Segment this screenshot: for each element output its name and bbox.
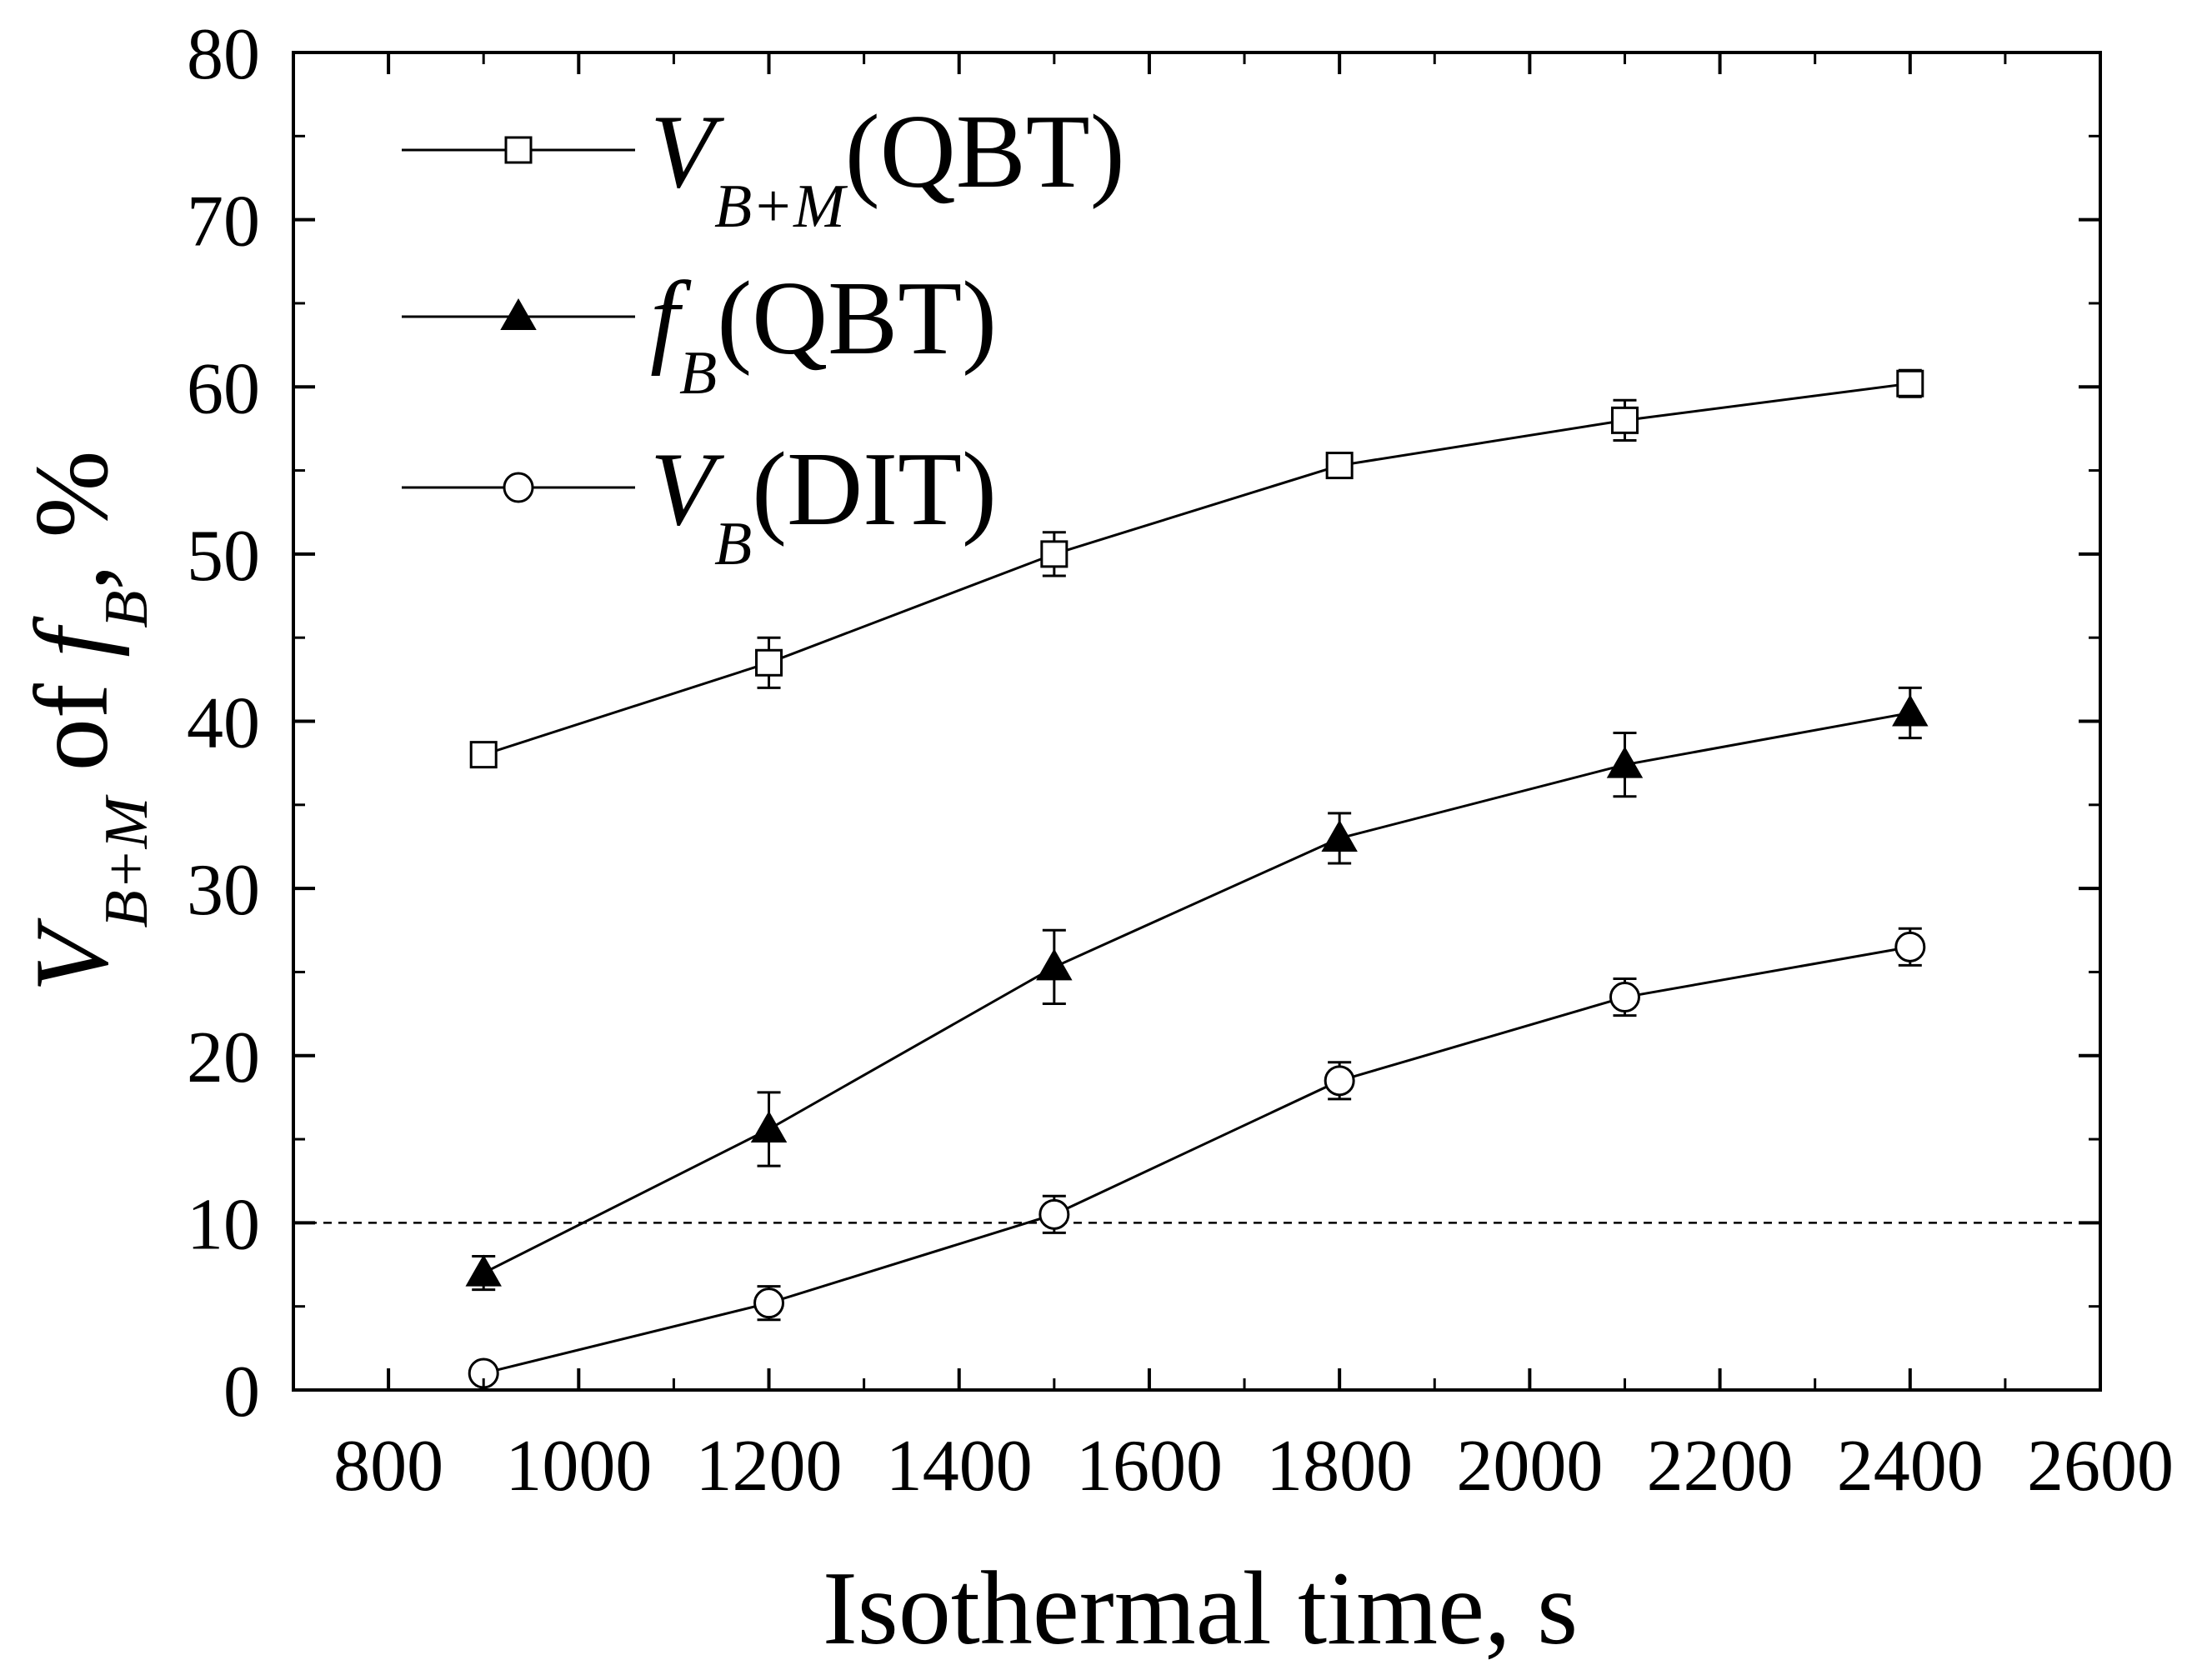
series-layer [465, 368, 1929, 1389]
x-tick-label: 1400 [886, 1426, 1033, 1507]
legend-label: fB(QBT) [650, 261, 997, 408]
y-tick-label: 50 [187, 516, 260, 597]
legend-marker [504, 136, 533, 164]
data-point [1321, 819, 1358, 852]
series-v-bm-qbt [469, 368, 1924, 769]
x-tick-label: 2000 [1456, 1426, 1603, 1507]
series-line [483, 945, 1911, 1375]
legend-marker [500, 298, 537, 330]
legend-label: VB+M(QBT) [650, 94, 1125, 241]
y-tick-label: 60 [187, 348, 260, 429]
x-axis-title: Isothermal time, s [823, 1551, 1578, 1667]
y-tick-label: 80 [187, 14, 260, 95]
x-tick-label: 2400 [1837, 1426, 1984, 1507]
legend-item-f-b-qbt: fB(QBT) [402, 261, 997, 408]
y-tick-label: 30 [187, 850, 260, 931]
data-point [750, 1111, 788, 1143]
data-point [755, 648, 783, 677]
y-tick-label: 0 [223, 1352, 260, 1432]
y-axis-title: VB+M of fB, % [14, 451, 161, 992]
x-tick-label: 2600 [2027, 1426, 2174, 1507]
legend-marker [503, 472, 534, 503]
x-tick-label: 2200 [1647, 1426, 1794, 1507]
data-point [465, 1254, 502, 1287]
data-point [1038, 1198, 1070, 1230]
series-f-b-qbt [465, 686, 1929, 1292]
data-point [1609, 982, 1640, 1013]
y-tick-label: 70 [187, 182, 260, 262]
data-point [1324, 1065, 1355, 1097]
legend-item-v-b-dit: VB(DIT) [402, 432, 997, 578]
series-line [483, 382, 1910, 757]
data-point [1610, 406, 1639, 434]
data-point [469, 741, 498, 769]
x-tick-label: 800 [333, 1426, 443, 1507]
axis-layer: 800 1000 1200 1400 1600 1800 2000 2200 2400 2600 0… [187, 14, 2174, 1507]
x-tick-label: 1000 [505, 1426, 652, 1507]
data-point [1606, 746, 1644, 778]
y-tick-label: 20 [187, 1018, 260, 1098]
series-line [483, 711, 1911, 1274]
x-tick-label: 1600 [1076, 1426, 1223, 1507]
data-point [1036, 948, 1073, 981]
y-tick-label: 10 [187, 1184, 260, 1265]
data-point [1040, 540, 1068, 568]
data-point [1896, 369, 1924, 398]
y-tick-label: 40 [187, 683, 260, 764]
legend-label: VB(DIT) [650, 432, 997, 578]
data-point [1325, 452, 1354, 480]
legend: VB+M(QBT) fB(QBT) VB(DIT) [402, 94, 1125, 578]
data-point [753, 1288, 785, 1319]
series-v-b-dit [468, 927, 1926, 1389]
x-tick-label: 1200 [696, 1426, 843, 1507]
data-point [1894, 931, 1926, 962]
data-point [1892, 694, 1929, 727]
x-tick-label: 1800 [1266, 1426, 1413, 1507]
legend-item-v-bm-qbt: VB+M(QBT) [402, 94, 1125, 241]
